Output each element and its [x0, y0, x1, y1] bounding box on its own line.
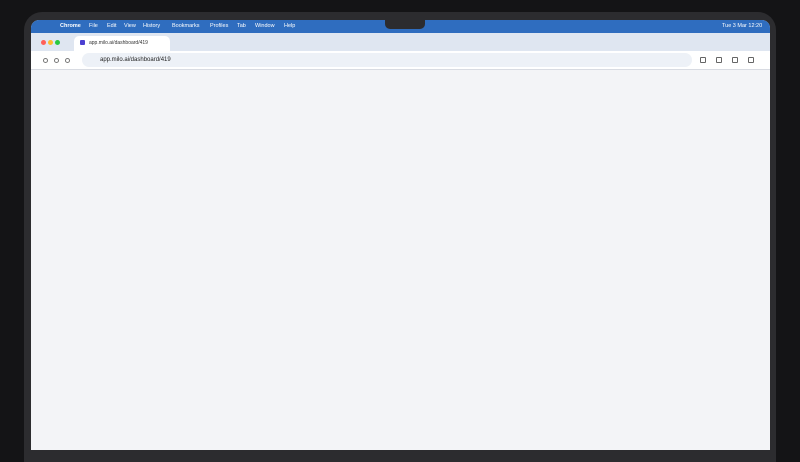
- camera-notch: [385, 18, 425, 29]
- nav-button[interactable]: [54, 58, 59, 63]
- screen-surface: [31, 20, 770, 450]
- toolbar-icon[interactable]: [700, 57, 706, 63]
- menu-item[interactable]: Edit: [107, 23, 117, 29]
- nav-button[interactable]: [43, 58, 48, 63]
- menu-item[interactable]: Window: [255, 23, 275, 29]
- nav-button[interactable]: [65, 58, 70, 63]
- menu-clock: Tue 3 Mar 12:20: [722, 23, 763, 29]
- window-control[interactable]: [55, 40, 60, 45]
- tab-bar: [31, 33, 770, 51]
- page: { "menu_bar": {"app": "Chrome", "items":…: [24, 12, 776, 462]
- tab-title: app.milo.ai/dashboard/419: [89, 40, 148, 46]
- toolbar-icon[interactable]: [716, 57, 722, 63]
- url-field[interactable]: [82, 53, 692, 67]
- menu-item[interactable]: Help: [284, 23, 296, 29]
- menu-item[interactable]: Profiles: [210, 23, 229, 29]
- tab-favicon: [80, 40, 85, 45]
- menu-item[interactable]: Bookmarks: [172, 23, 200, 29]
- toolbar-icon[interactable]: [732, 57, 738, 63]
- screen: MiloHomeDashboardsData SourcesIntegratio…: [31, 18, 770, 450]
- window-control[interactable]: [48, 40, 53, 45]
- menu-item[interactable]: Tab: [237, 23, 246, 29]
- browser-tab[interactable]: [74, 36, 170, 51]
- menu-item[interactable]: File: [89, 23, 98, 29]
- window-control[interactable]: [41, 40, 46, 45]
- menu-item[interactable]: View: [124, 23, 136, 29]
- toolbar-icon[interactable]: [748, 57, 754, 63]
- menu-app: Chrome: [60, 23, 81, 29]
- url-text: app.milo.ai/dashboard/419: [100, 57, 171, 63]
- menu-item[interactable]: History: [143, 23, 161, 29]
